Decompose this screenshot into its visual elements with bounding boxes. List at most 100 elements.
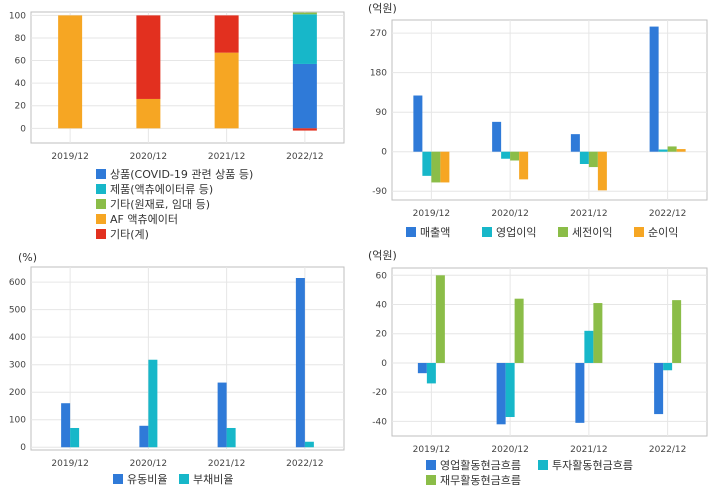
bar — [672, 300, 682, 363]
bar — [226, 427, 236, 448]
bar — [519, 151, 529, 180]
bar — [426, 362, 436, 384]
legend-swatch — [634, 227, 644, 237]
legend-label: 매출액 — [420, 226, 450, 239]
y-tick-label: 100 — [9, 11, 26, 21]
legend-swatch — [538, 460, 548, 470]
bar — [413, 95, 423, 152]
legend-swatch — [113, 474, 123, 484]
bar — [667, 146, 677, 152]
y-tick-label: 90 — [376, 108, 388, 118]
bar — [501, 151, 511, 159]
legend-label: 순이익 — [648, 226, 678, 239]
legend-label: 부채비율 — [193, 473, 233, 486]
legend-label: 투자활동현금흐름 — [552, 458, 633, 472]
legend-swatch — [96, 199, 106, 209]
y-tick-label: 0 — [20, 443, 26, 453]
legend-label: 영업활동현금흐름 — [440, 458, 521, 472]
legend-label: 상품(COVID-19 관련 상품 등) — [110, 168, 253, 181]
legend-label: 재무활동현금흐름 — [440, 473, 521, 487]
legend-swatch — [96, 229, 106, 239]
x-tick-label: 2022/12 — [286, 459, 323, 469]
bar — [570, 134, 580, 152]
x-tick-label: 2022/12 — [649, 209, 686, 219]
bar — [435, 275, 445, 363]
bar-segment — [292, 63, 317, 129]
y-tick-label: 180 — [370, 69, 387, 79]
y-tick-label: 300 — [9, 361, 26, 371]
unit-label: (억원) — [368, 2, 397, 15]
y-tick-label: 20 — [376, 330, 388, 340]
bar-segment — [58, 15, 83, 129]
x-tick-label: 2019/12 — [51, 152, 88, 162]
bar — [139, 425, 149, 448]
bar — [422, 151, 432, 176]
legend-label: 영업이익 — [496, 226, 536, 239]
bar — [584, 330, 594, 363]
unit-label: (억원) — [368, 249, 397, 262]
y-tick-label: 400 — [9, 333, 26, 343]
legend-swatch — [558, 227, 568, 237]
legend-label: 제품(액츄에이터류 등) — [110, 183, 213, 196]
x-tick-label: 2021/12 — [570, 209, 607, 219]
y-tick-label: 60 — [15, 57, 27, 67]
bar — [514, 298, 524, 363]
y-tick-label: 100 — [9, 416, 26, 426]
bar — [663, 362, 673, 371]
legend-label: AF 액츄에이터 — [110, 213, 178, 226]
x-tick-label: 2021/12 — [570, 445, 607, 455]
x-tick-label: 2022/12 — [649, 445, 686, 455]
y-tick-label: 270 — [370, 29, 387, 39]
bar-segment — [136, 98, 161, 129]
x-tick-label: 2020/12 — [491, 445, 528, 455]
bar-segment — [214, 52, 239, 129]
bar — [649, 26, 659, 152]
bar — [505, 362, 515, 418]
bar — [654, 362, 664, 415]
x-tick-label: 2020/12 — [491, 209, 528, 219]
bar — [417, 362, 427, 374]
legend-label: 기타(원재료, 임대 등) — [110, 198, 210, 211]
legend-swatch — [96, 184, 106, 194]
bar — [496, 362, 506, 425]
chart-4: -40 -20 0 20 40 60 2019/12 2020/12 2021/12 2022/1… — [368, 249, 708, 487]
bar — [676, 149, 686, 152]
y-tick-label: 0 — [20, 124, 26, 134]
x-tick-label: 2019/12 — [413, 445, 450, 455]
y-tick-label: 0 — [381, 148, 387, 158]
chart-1: 0 20 40 60 80 100 2019/12 2020/12 2021/12 2022/12… — [9, 11, 345, 241]
x-tick-label: 2021/12 — [208, 152, 245, 162]
bar — [70, 427, 80, 448]
bar — [597, 151, 607, 191]
y-tick-label: -20 — [372, 388, 387, 398]
x-tick-label: 2022/12 — [286, 152, 323, 162]
bar-segment — [292, 12, 317, 15]
x-tick-label: 2019/12 — [51, 459, 88, 469]
bar — [304, 441, 314, 448]
bar — [575, 362, 585, 423]
y-tick-label: 60 — [376, 271, 388, 281]
y-tick-label: 600 — [9, 278, 26, 288]
legend-swatch — [406, 227, 416, 237]
unit-label: (%) — [18, 251, 37, 264]
legend-swatch — [179, 474, 189, 484]
y-tick-label: 500 — [9, 306, 26, 316]
bar-segment — [136, 15, 161, 99]
legend-label: 유동비율 — [127, 473, 167, 486]
bar — [148, 359, 158, 448]
bar — [217, 382, 227, 448]
bar — [510, 151, 520, 161]
y-tick-label: 0 — [381, 359, 387, 369]
bar-segment — [214, 15, 239, 53]
chart-2: -90 0 90 180 270 2019/12 2020/12 2021/12 2022/12… — [368, 2, 708, 239]
bar — [658, 149, 668, 152]
legend-swatch — [96, 169, 106, 179]
bar — [588, 151, 598, 168]
bar-segment — [292, 128, 317, 131]
bar — [579, 151, 589, 164]
legend-swatch — [426, 475, 436, 485]
bar — [593, 303, 603, 363]
x-tick-label: 2020/12 — [130, 152, 167, 162]
